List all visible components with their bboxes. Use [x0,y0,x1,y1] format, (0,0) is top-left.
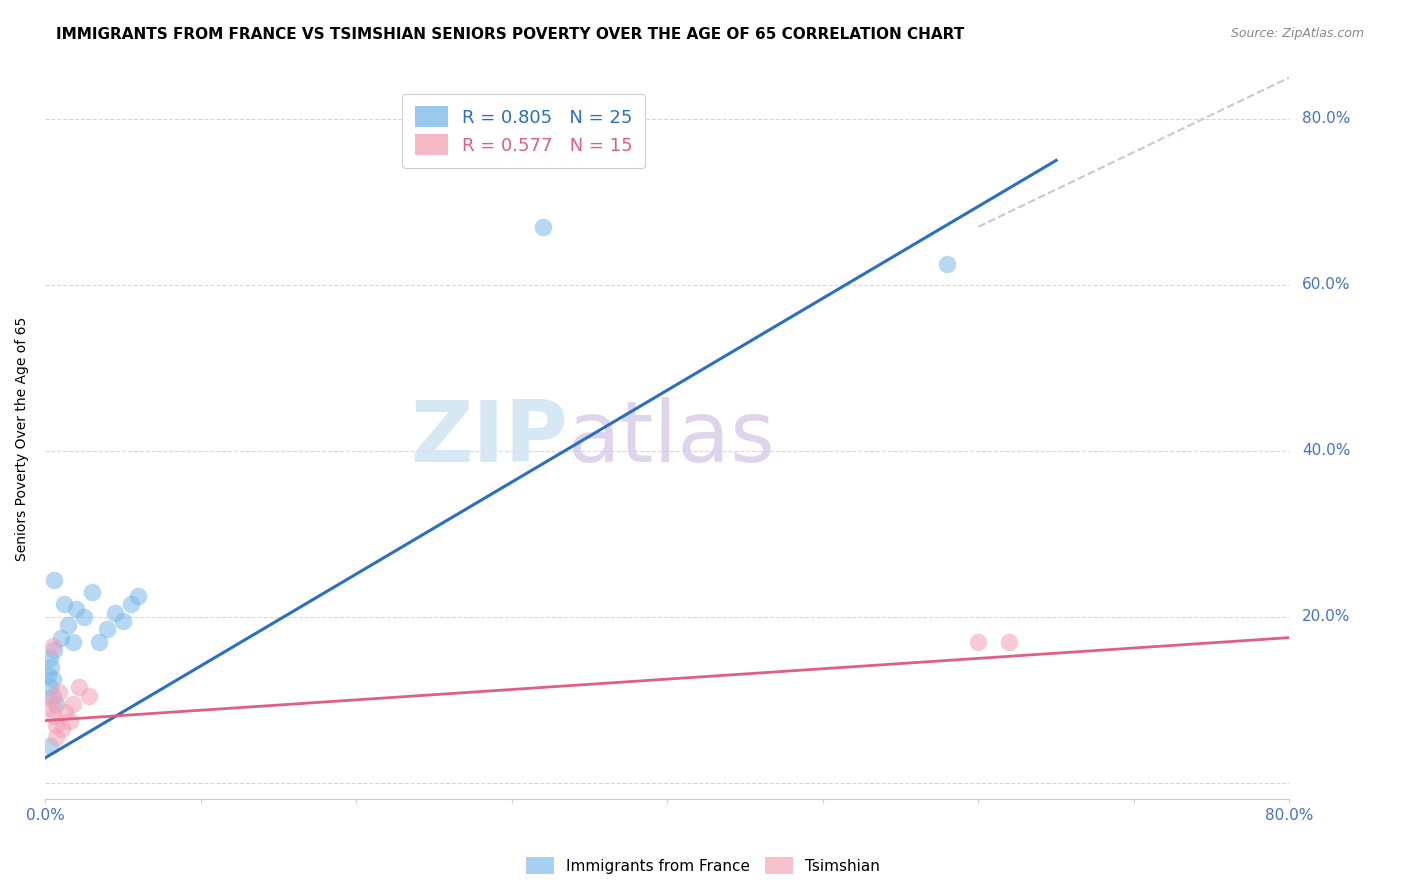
Point [73,610,96,624]
Point [42,639,65,653]
Point [42,689,65,703]
Point [49,631,72,645]
Point [96,623,118,637]
Point [967,634,990,648]
Legend: Immigrants from France, Tsimshian: Immigrants from France, Tsimshian [520,851,886,880]
Point [936,257,959,271]
Legend: R = 0.805   N = 25, R = 0.577   N = 15: R = 0.805 N = 25, R = 0.577 N = 15 [402,94,645,168]
Point [38,681,60,695]
Point [45,697,67,711]
Point [77,689,100,703]
Point [52,598,75,612]
Point [127,589,149,603]
Point [67,681,90,695]
Point [62,634,84,648]
Point [44,643,66,657]
Point [44,709,66,723]
Point [37,668,59,682]
Point [89,634,111,648]
Point [38,701,60,715]
Point [53,706,76,720]
Point [120,598,142,612]
Text: 40.0%: 40.0% [1302,443,1350,458]
Point [998,634,1021,648]
Point [104,606,127,620]
Text: 80.0%: 80.0% [1302,112,1350,127]
Point [42,672,65,686]
Point [38,651,60,665]
Text: 60.0%: 60.0% [1302,277,1350,293]
Point [45,718,67,732]
Text: atlas: atlas [568,397,776,480]
Point [58,618,80,632]
Point [38,739,60,753]
Point [531,219,554,234]
Point [111,614,134,628]
Point [62,697,84,711]
Text: IMMIGRANTS FROM FRANCE VS TSIMSHIAN SENIORS POVERTY OVER THE AGE OF 65 CORRELATI: IMMIGRANTS FROM FRANCE VS TSIMSHIAN SENI… [56,27,965,42]
Point [44,573,66,587]
Point [45,730,67,744]
Point [59,714,82,728]
Point [80,585,103,599]
Point [42,693,65,707]
Point [48,684,70,698]
Y-axis label: Seniors Poverty Over the Age of 65: Seniors Poverty Over the Age of 65 [15,317,30,560]
Text: ZIP: ZIP [411,397,568,480]
Point [39,659,62,673]
Text: 20.0%: 20.0% [1302,609,1350,624]
Text: Source: ZipAtlas.com: Source: ZipAtlas.com [1230,27,1364,40]
Point [51,722,73,736]
Point [65,601,87,615]
